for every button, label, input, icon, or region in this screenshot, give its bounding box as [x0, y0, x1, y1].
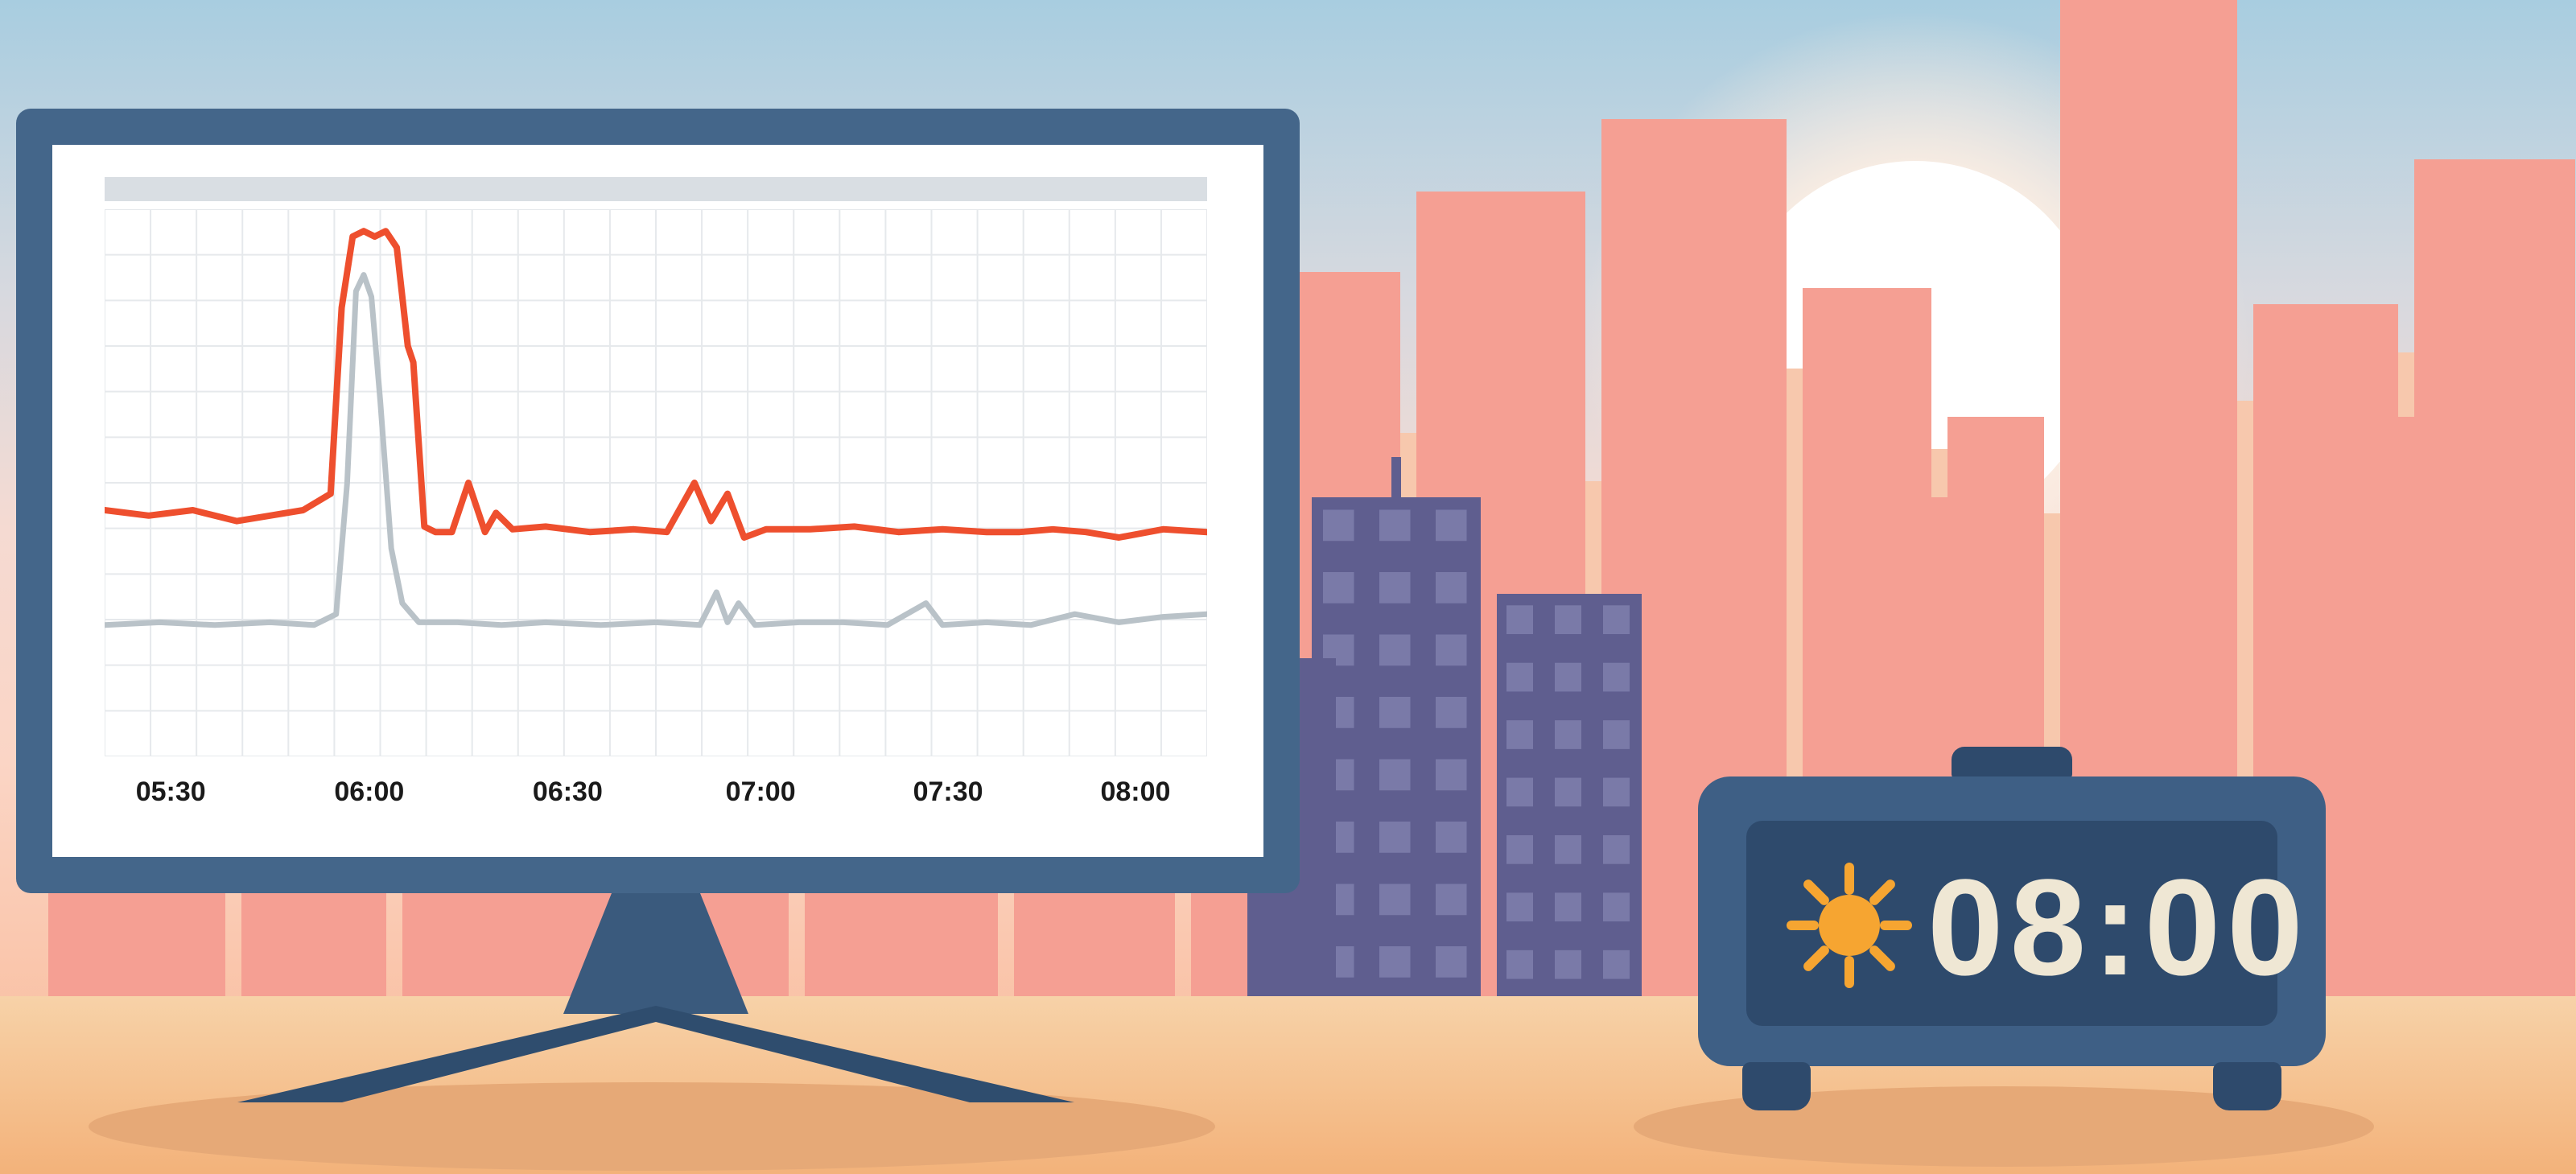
clock-sun-icon [1783, 859, 1915, 991]
line-chart [105, 209, 1207, 756]
clock-time-text: 08:00 [1927, 849, 2310, 1007]
x-tick-label: 07:30 [913, 776, 983, 808]
chart-header-bar [105, 177, 1207, 201]
scene-root: 05:30 06:00 06:30 07:00 07:30 08:00 08:00 [0, 0, 2576, 1174]
monitor-screen: 05:30 06:00 06:30 07:00 07:30 08:00 [52, 145, 1263, 857]
x-tick-label: 05:30 [136, 776, 206, 808]
x-tick-label: 06:30 [533, 776, 603, 808]
chart-x-axis-labels: 05:30 06:00 06:30 07:00 07:30 08:00 [52, 776, 1263, 825]
x-tick-label: 06:00 [334, 776, 404, 808]
clock-snooze-button[interactable] [1952, 747, 2072, 779]
clock-foot [2213, 1062, 2281, 1110]
monitor-stand [221, 889, 1090, 1123]
x-tick-label: 08:00 [1100, 776, 1170, 808]
chart-series-grey [105, 275, 1207, 625]
clock-foot [1742, 1062, 1811, 1110]
chart-series-red [105, 231, 1207, 538]
x-tick-label: 07:00 [726, 776, 796, 808]
